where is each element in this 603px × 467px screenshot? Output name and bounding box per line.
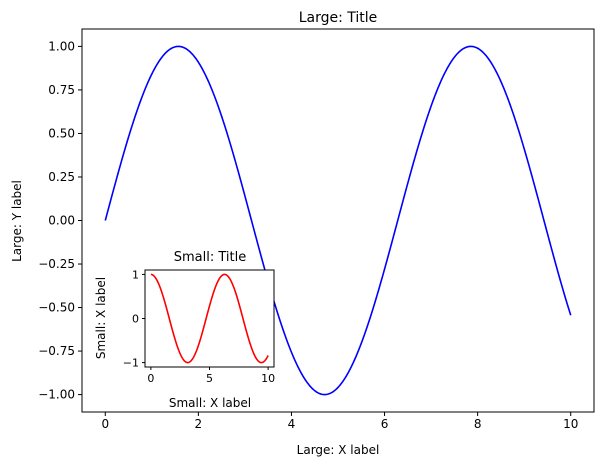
large-y-tick-label: 1.00	[48, 39, 75, 53]
large-y-tick-label: −0.75	[38, 344, 75, 358]
large-y-ticks: 1.00 0.75 0.50 0.25 0.00 −0.25 −0.50 −0.75 −1.00	[38, 39, 82, 402]
small-y-axis-label: Small: X label	[94, 277, 108, 359]
large-chart: 0 2 4 6 8 10 1.000.750.500.250.00−0.25−0.50−0…	[10, 10, 595, 457]
small-x-tick-label: 0	[147, 372, 154, 385]
small-x-tick-label: 5	[206, 372, 213, 385]
small-y-tick-label: 0	[132, 313, 139, 326]
small-x-tick-label: 10	[261, 372, 275, 385]
large-y-tick-label: −0.25	[38, 257, 75, 271]
large-x-tick-label: 10	[563, 417, 578, 431]
large-x-tick-label: 4	[288, 417, 296, 431]
large-y-tick-label: 0.75	[48, 83, 75, 97]
large-y-tick-label: 0.25	[48, 170, 75, 184]
large-x-ticks: 0 2 4 6 8 10	[101, 412, 578, 431]
large-x-tick-label: 2	[195, 417, 203, 431]
small-inset-chart: 0 5 10 10−1 Small: Title Small: X label Sm…	[94, 250, 275, 410]
large-y-tick-label: −0.50	[38, 301, 75, 315]
small-x-axis-label: Small: X label	[169, 396, 251, 410]
small-y-ticks: 1 0 −1	[123, 268, 145, 370]
large-x-tick-label: 8	[474, 417, 482, 431]
large-y-tick-label: 0.00	[48, 214, 75, 228]
small-chart-title: Small: Title	[174, 250, 246, 265]
small-axes-background	[145, 270, 274, 367]
large-y-tick-label: 0.50	[48, 126, 75, 140]
small-y-tick-label: 1	[132, 268, 139, 281]
small-series-line-0	[150, 273, 269, 364]
small-plot-area	[150, 273, 269, 364]
small-x-ticks: 0 5 10	[147, 367, 275, 385]
large-x-axis-label: Large: X label	[297, 443, 380, 457]
small-y-tick-label: −1	[123, 357, 139, 370]
large-plot-area	[104, 45, 572, 396]
large-series-line-0	[104, 45, 572, 396]
large-y-axis-label: Large: Y label	[10, 180, 24, 262]
large-chart-title: Large: Title	[299, 10, 378, 26]
large-y-tick-label: −1.00	[38, 388, 75, 402]
large-x-tick-label: 6	[381, 417, 389, 431]
large-x-tick-label: 0	[101, 417, 109, 431]
